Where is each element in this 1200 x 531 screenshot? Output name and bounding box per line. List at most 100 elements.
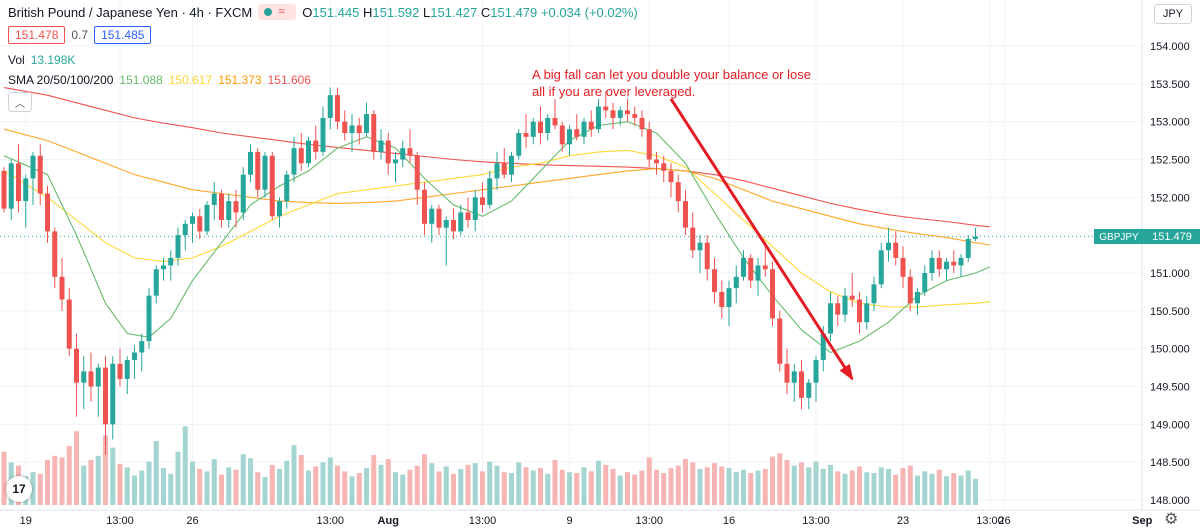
candles [1, 87, 978, 455]
time-tick-label: 13:00 [469, 515, 497, 527]
volume-bar [675, 465, 681, 505]
candle [835, 295, 841, 326]
candle-body [153, 269, 159, 296]
sma-value: 151.606 [267, 73, 311, 87]
volume-bar [559, 469, 565, 505]
candle [175, 227, 181, 266]
time-tick-label: 16 [723, 515, 735, 527]
price-tick-label: 152.500 [1150, 155, 1190, 167]
currency-button[interactable]: JPY [1154, 4, 1192, 24]
volume-bar [175, 451, 181, 505]
volume-bar [472, 463, 478, 505]
volume-bar [849, 470, 855, 505]
volume-bar [581, 467, 587, 505]
volume-bar [407, 469, 413, 505]
candle-body [784, 363, 790, 383]
candle [755, 257, 761, 296]
candle [922, 265, 928, 296]
candle-body [951, 261, 957, 266]
price-tick-label: 153.500 [1150, 79, 1190, 91]
volume-bar [262, 477, 268, 505]
candle [342, 110, 348, 141]
tradingview-logo-icon[interactable]: 17 [6, 476, 32, 502]
sma-value: 151.373 [218, 73, 262, 87]
price-tick-label: 150.000 [1150, 344, 1190, 356]
candle-body [857, 299, 862, 323]
time-tick-label: 23 [897, 515, 909, 527]
volume-bar [52, 455, 58, 505]
candle [66, 288, 72, 357]
volume-bar [284, 460, 290, 505]
candle-body [523, 133, 529, 137]
candle [211, 182, 217, 221]
volume-bar [81, 465, 87, 505]
candle [146, 288, 152, 349]
candle-body [226, 201, 232, 221]
candle-body [820, 333, 826, 361]
candle-body [219, 193, 224, 221]
time-tick-label: 9 [566, 515, 572, 527]
candle-body [8, 163, 14, 209]
candle-body [922, 273, 928, 292]
volume-bar [712, 463, 717, 505]
time-axis: 19 13:00 26 13:00 Aug 13:00 9 13:00 16 13:00 23 13:… [20, 515, 1153, 527]
candle-body [190, 216, 195, 224]
candle-body [494, 163, 500, 179]
candle [719, 280, 725, 319]
candle-body [306, 140, 311, 164]
symbol-title[interactable]: British Pound / Japanese Yen · 4h · FXCM [8, 4, 253, 20]
volume-bar [371, 454, 377, 505]
candle-body [690, 227, 696, 251]
collapse-legend-button[interactable]: ︿ [8, 92, 32, 112]
candle-body [414, 155, 420, 190]
candle-body [88, 371, 94, 387]
candle-body [103, 367, 108, 425]
volume-bar [132, 475, 137, 505]
market-status-icon[interactable]: ≈ [258, 4, 297, 20]
time-tick-label: 19 [20, 515, 32, 527]
candle-body [596, 106, 601, 130]
volume-bar [139, 470, 145, 505]
buy-price-button[interactable]: 151.485 [94, 26, 152, 44]
candle-body [95, 367, 101, 387]
volume-bar [240, 454, 246, 505]
candle-body [915, 291, 920, 304]
candle [153, 265, 159, 304]
volume-bar [791, 465, 797, 505]
candle [132, 344, 137, 379]
volume-bar [30, 472, 36, 505]
settings-gear-icon[interactable]: ⚙ [1164, 511, 1179, 528]
sma100-line [3, 128, 991, 246]
volume-bar [298, 454, 304, 505]
volume-bar [117, 464, 123, 505]
volume-bar [545, 473, 551, 505]
volume-bar [197, 468, 203, 505]
candle-body [675, 182, 681, 202]
candle [936, 250, 942, 277]
volume-bar [915, 475, 920, 505]
volume-bar [719, 466, 725, 505]
candle [117, 348, 123, 387]
candle-body [668, 170, 674, 183]
volume-bar [799, 462, 804, 505]
volume-bar [603, 464, 609, 505]
time-tick-label: 13:00 [802, 515, 830, 527]
candle [603, 91, 609, 118]
volume-bar [733, 472, 739, 505]
volume-bar [400, 474, 406, 505]
candle-body [545, 117, 551, 134]
sell-price-button[interactable]: 151.478 [8, 26, 66, 44]
candle [632, 106, 638, 126]
volume-bar [487, 461, 493, 505]
sma-values: 151.088 150.617 151.373 151.606 [119, 73, 311, 87]
candle [538, 106, 543, 145]
volume-bar [255, 472, 261, 505]
sma-value: 151.088 [119, 73, 163, 87]
volume-bar [190, 461, 195, 505]
candle-body [886, 242, 891, 251]
volume-bar [878, 467, 884, 505]
volume-bar [907, 465, 913, 505]
candle [30, 151, 36, 205]
candle-body [132, 352, 137, 361]
